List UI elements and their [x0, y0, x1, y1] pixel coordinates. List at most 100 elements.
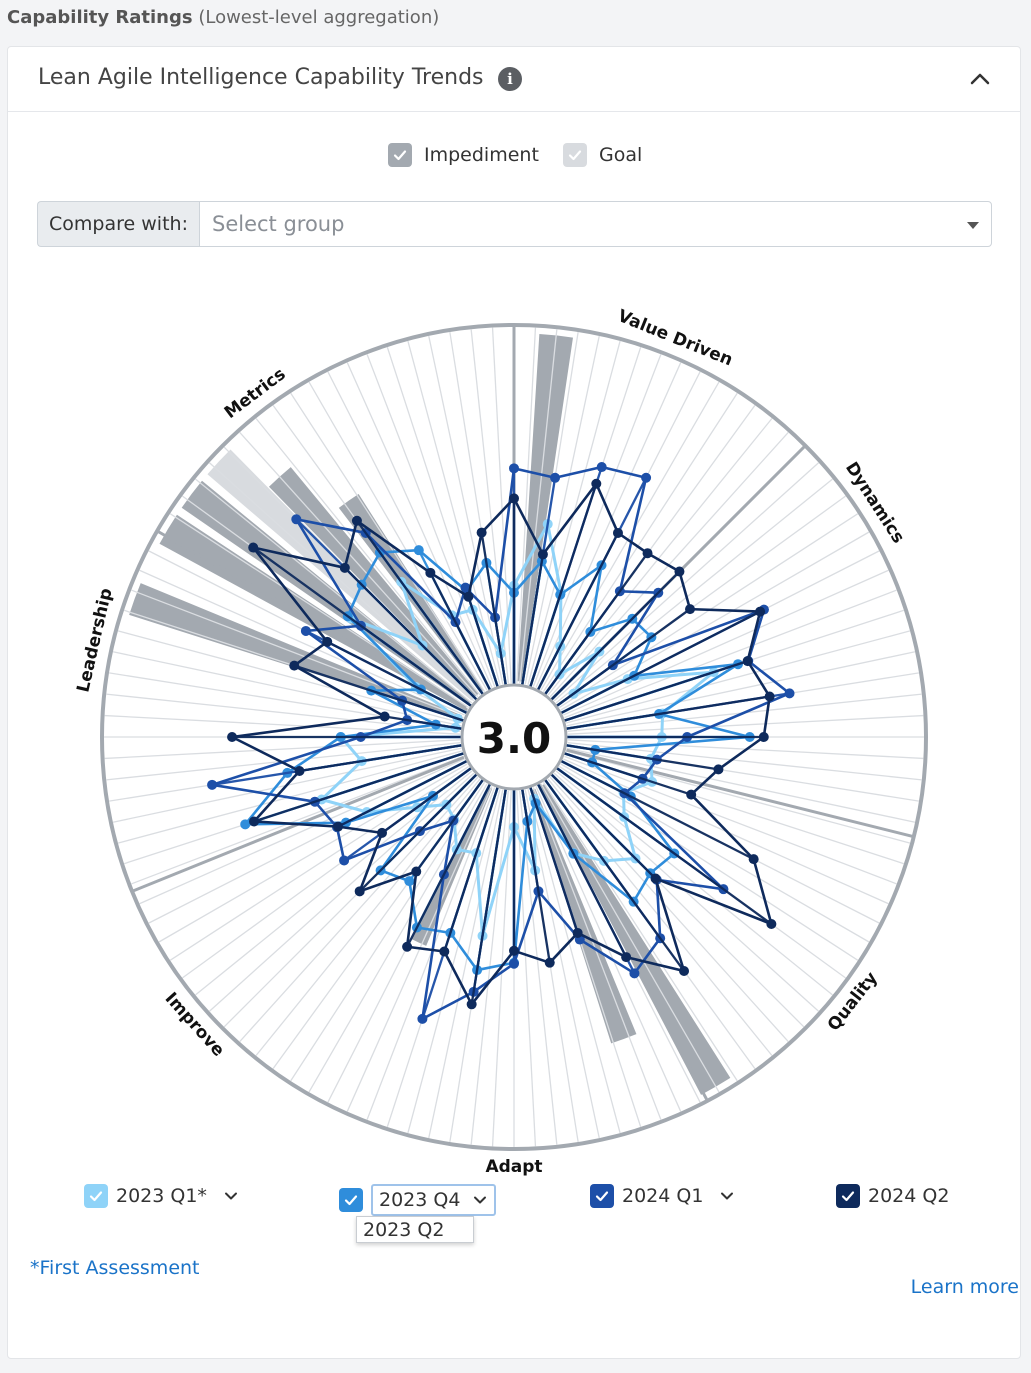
chevron-down-icon[interactable] [223, 1188, 239, 1204]
shaded-wedge [530, 788, 637, 1044]
series-point [572, 927, 583, 938]
series-point [463, 591, 474, 602]
goal-checkbox[interactable] [563, 143, 587, 167]
period-2024-q1-checkbox[interactable] [590, 1184, 614, 1208]
radar-spoke [542, 781, 738, 1082]
series-point [351, 515, 362, 526]
series-point [766, 918, 777, 929]
radar-spoke [555, 770, 834, 996]
period-2023-q4-select[interactable]: 2023 Q4 [371, 1184, 497, 1216]
radar-spoke [130, 589, 464, 719]
series-point [509, 463, 519, 474]
radar-spoke [527, 788, 621, 1134]
impediment-checkbox[interactable] [388, 143, 412, 167]
series-point [509, 958, 519, 969]
series-point [537, 549, 548, 560]
center-score: 3.0 [477, 714, 551, 763]
series-point [207, 779, 218, 790]
radar-spoke [470, 329, 510, 684]
check-icon [393, 150, 407, 161]
radar-spoke [158, 763, 468, 943]
period-2023-q4-checkbox[interactable] [339, 1188, 363, 1212]
series-point [404, 876, 415, 887]
series-point [612, 527, 623, 538]
period-2024-q1[interactable]: 2024 Q1 [590, 1184, 735, 1208]
shaded-wedge [207, 449, 475, 701]
series-point [402, 941, 413, 952]
series-point [322, 636, 333, 647]
period-2024-q2[interactable]: 2024 Q2 [836, 1184, 949, 1208]
series-point [417, 1013, 428, 1024]
radar-spoke [547, 417, 773, 696]
shaded-wedge [517, 334, 573, 682]
category-separator [538, 783, 709, 1102]
period-2023-q1-label: 2023 Q1* [116, 1185, 207, 1207]
series-point [758, 732, 769, 742]
radar-spoke [566, 651, 916, 727]
chevron-down-icon [474, 1196, 487, 1204]
radar-spoke [549, 776, 789, 1043]
series-point [460, 582, 471, 593]
series-point [411, 866, 422, 877]
radar-spoke [428, 789, 504, 1139]
chevron-up-icon[interactable] [966, 65, 994, 93]
radar-spoke [239, 776, 479, 1043]
radar-spoke [560, 763, 870, 943]
radar-spoke [532, 353, 662, 687]
check-icon [89, 1191, 103, 1202]
series-point [713, 764, 724, 775]
chevron-down-icon[interactable] [719, 1188, 735, 1204]
series-point [291, 514, 302, 525]
radar-spoke [566, 747, 916, 823]
learn-more-link[interactable]: Learn more [910, 1276, 1019, 1298]
compare-group-select[interactable]: Select group [199, 201, 992, 247]
series-point [339, 855, 350, 866]
compare-select-placeholder: Select group [212, 212, 345, 236]
radar-spoke [407, 788, 501, 1134]
check-icon [568, 150, 582, 161]
series-point [379, 711, 390, 722]
series-point [748, 854, 759, 865]
series-point [550, 472, 561, 483]
period-2024-q2-checkbox[interactable] [836, 1184, 860, 1208]
page-heading-subtitle: (Lowest-level aggregation) [198, 7, 440, 28]
series-point [686, 789, 697, 800]
radar-spoke [516, 790, 537, 1147]
radar-spoke [112, 651, 462, 727]
radar-spoke [540, 783, 720, 1093]
period-2023-q4[interactable]: 2023 Q4 [339, 1184, 497, 1216]
series-point [227, 732, 238, 742]
info-icon[interactable]: i [498, 67, 522, 91]
series-point [289, 660, 300, 671]
card-header: Lean Agile Intelligence Capability Trend… [8, 47, 1020, 112]
radar-spoke [239, 431, 479, 698]
series-point [294, 765, 305, 776]
period-2023-q1[interactable]: 2023 Q1* [84, 1184, 239, 1208]
series-point [476, 527, 487, 538]
series-point [544, 957, 555, 968]
radar-spoke [208, 462, 475, 702]
radar-spoke [555, 478, 834, 704]
radar-spoke [169, 765, 470, 961]
series-point [650, 873, 661, 884]
page-heading-title: Capability Ratings [7, 7, 193, 28]
shaded-wedge [181, 480, 471, 706]
period-2023-q1-checkbox[interactable] [84, 1184, 108, 1208]
radar-spoke [194, 478, 473, 704]
series-point [679, 966, 690, 977]
series-point [248, 542, 259, 553]
radar-spoke [255, 417, 481, 696]
radar-spoke [563, 569, 889, 716]
compare-label: Compare with: [37, 201, 199, 247]
period-2023-q4-label: 2023 Q4 [379, 1189, 461, 1211]
radar-spoke [518, 329, 558, 684]
period-dropdown-option[interactable]: 2023 Q2 [356, 1216, 474, 1243]
series-point [240, 819, 251, 830]
series-ray [252, 546, 515, 738]
legend: Impediment Goal [8, 143, 1020, 173]
period-2024-q1-label: 2024 Q1 [622, 1185, 704, 1207]
legend-goal[interactable]: Goal [563, 143, 642, 167]
shaded-wedge [410, 786, 493, 946]
legend-impediment[interactable]: Impediment [388, 143, 539, 167]
radar-spoke [540, 381, 720, 691]
